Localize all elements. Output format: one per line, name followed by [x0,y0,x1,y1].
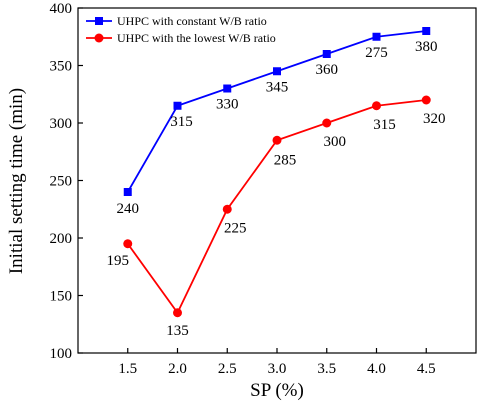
data-point [372,32,381,41]
y-tick-label: 350 [50,59,73,75]
data-label: 330 [216,97,239,113]
data-point [173,308,182,318]
data-label: 300 [324,134,347,150]
x-tick-label: 3.5 [317,361,336,377]
data-label: 380 [415,39,438,55]
data-label: 240 [117,201,140,217]
data-label: 315 [373,117,396,133]
x-axis-title: SP (%) [250,380,304,401]
data-point [372,101,381,111]
data-label: 285 [274,152,297,168]
y-tick-label: 300 [50,116,73,132]
data-label: 225 [224,220,247,236]
legend-item: UHPC with constant W/B ratio [86,14,267,28]
legend-label: UHPC with constant W/B ratio [117,14,267,28]
y-tick-label: 400 [50,1,73,17]
series-1: 240 315 330 345 360 275 380 [117,27,438,217]
series-layer: 240 315 330 345 360 275 380 195 135 225 285 300 315 3… [107,27,446,339]
data-label: 360 [316,62,339,78]
data-label: 320 [423,111,446,127]
legend-item: UHPC with the lowest W/B ratio [86,31,276,45]
data-point [123,239,133,249]
x-tick-label: 4.0 [367,361,386,377]
y-tick-label: 100 [50,346,73,362]
data-point [421,95,431,105]
data-point [422,27,431,35]
y-tick-label: 150 [50,289,73,305]
data-point [123,188,132,196]
axis-ticks: 100 150 200 250 300 350 400 1.5 2.0 2.5 3.0 3.5 4.0 4… [50,1,436,377]
data-label: 315 [170,114,193,130]
data-point [173,101,182,110]
legend-marker [95,17,103,25]
data-label: 345 [266,79,289,95]
data-point [273,67,281,76]
data-point [322,118,332,128]
plot-frame [77,7,477,354]
x-tick-label: 4.5 [417,361,436,377]
series-2: 195 135 225 285 300 315 320 [107,95,446,339]
x-tick-label: 2.5 [218,361,237,377]
y-tick-label: 250 [50,174,73,190]
data-label: 275 [365,45,388,61]
y-tick-label: 200 [50,231,73,247]
x-tick-label: 1.5 [118,361,137,377]
legend-label: UHPC with the lowest W/B ratio [117,31,276,45]
x-tick-label: 3.0 [268,361,287,377]
legend: UHPC with constant W/B ratio UHPC with th… [86,14,276,45]
y-axis-title: Initial setting time (min) [6,88,27,274]
data-label: 135 [166,323,189,339]
x-tick-label: 2.0 [168,361,187,377]
data-point [272,135,282,145]
data-point [322,50,331,58]
data-point [223,84,232,93]
data-point [222,204,232,214]
legend-marker [94,33,104,43]
data-label: 195 [107,253,130,269]
